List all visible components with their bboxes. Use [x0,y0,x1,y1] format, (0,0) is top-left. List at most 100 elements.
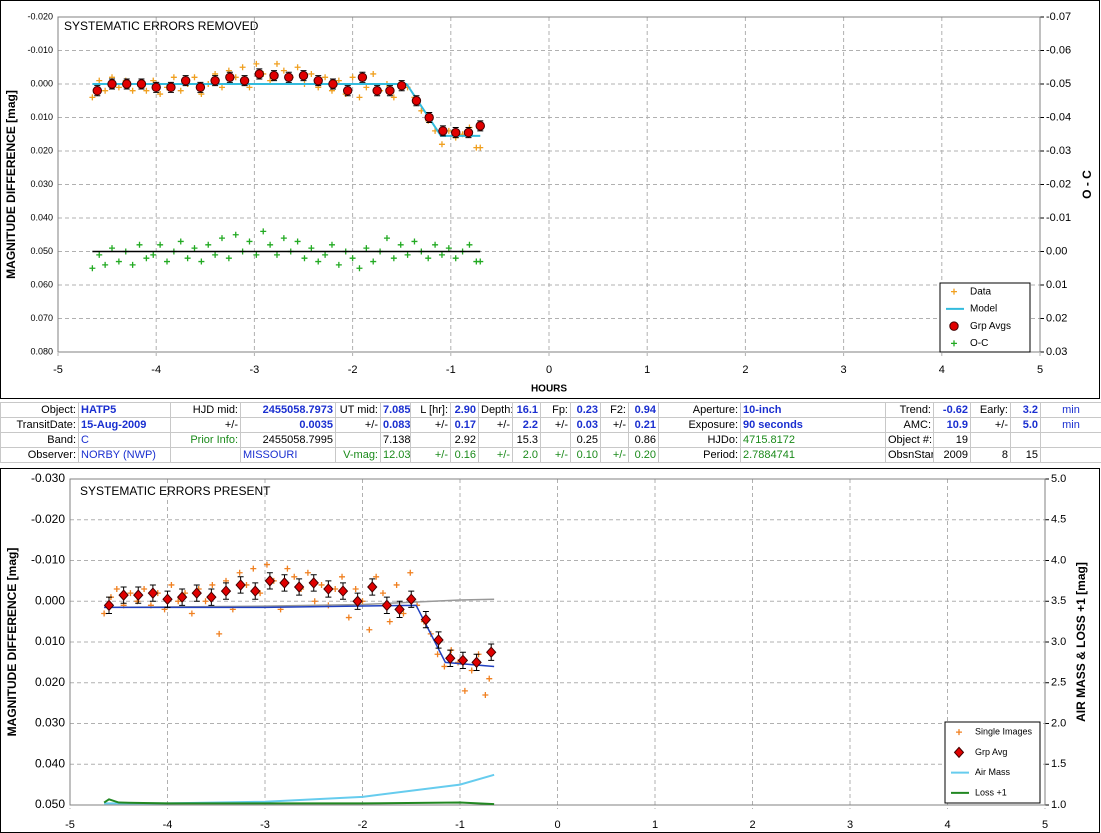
table-cell: F2: [600,402,629,418]
table-cell: 19 [933,432,971,448]
data-point [191,245,198,252]
table-cell: 7.085 [380,402,411,418]
data-point [254,69,265,79]
data-point [477,258,484,265]
table-cell: 0.16 [450,447,479,463]
legend-label: Model [970,304,997,315]
data-point [191,587,202,599]
table-cell: +/- [478,417,513,433]
data-point [370,258,377,265]
table-cell: Fp: [540,402,571,418]
data-point [246,84,253,91]
table-cell: V-mag: [335,447,381,463]
data-point [102,261,109,268]
data-point [386,618,393,625]
data-point [432,241,439,248]
data-point [393,581,400,588]
data-point [141,586,148,593]
x-tick-label: -4 [151,364,161,376]
table-cell: 2.2 [512,417,541,433]
table-row: TransitDate: 15-Aug-2009 +/- 0.0035 +/- 0.083… [0,417,1101,433]
data-point [322,251,329,258]
data-point [420,613,432,626]
table-cell: 2.0 [512,447,541,463]
data-point [349,74,356,81]
data-point [471,656,482,669]
data-point [363,84,370,91]
legend-label: Grp Avgs [970,321,1011,332]
y2-axis-label: O - C [1080,170,1094,199]
table-cell: +/- [335,417,381,433]
x-tick-label: 1 [652,819,658,831]
table-cell: 2009 [933,447,971,463]
x-tick-label: -1 [455,819,465,831]
table-cell: 0.20 [628,447,659,463]
data-point [445,245,452,252]
x-tick-label: 0 [554,819,560,831]
data-point [293,581,305,593]
table-cell [600,432,629,448]
y2-tick-label: 2.5 [1051,677,1066,689]
table-cell: 4715.8172 [740,432,886,448]
y-tick-label: 0.030 [30,179,53,189]
data-point [400,610,407,617]
data-point [323,583,334,595]
data-point [150,251,157,258]
data-point [461,687,468,694]
data-point [180,75,191,86]
y2-tick-label: -0.01 [1046,212,1071,224]
y-tick-label: 0.070 [30,313,53,323]
x-tick-label: 5 [1042,819,1048,831]
table-cell: C [78,432,171,448]
table-cell: Exposure: [658,417,741,433]
y-tick-label: 0.050 [35,797,65,811]
x-tick-label: -1 [446,364,456,376]
legend-swatch [953,746,965,759]
data-point [239,64,246,71]
table-cell: 10.9 [933,417,971,433]
data-point [267,241,274,248]
data-point [122,79,132,89]
data-point [103,599,115,612]
y2-tick-label: -0.02 [1046,178,1071,190]
x-tick-label: -3 [260,819,270,831]
data-point [370,70,377,77]
table-cell: 0.23 [570,402,601,418]
data-point [313,75,323,86]
data-point [342,86,353,96]
y2-tick-label: 4.0 [1051,554,1066,566]
table-cell: TransitDate: [0,417,79,433]
y2-tick-label: 1.5 [1051,758,1066,770]
y-axis-label: MAGNITUDE DIFFERENCE [mag] [4,90,18,279]
data-point [188,610,195,617]
data-point [366,626,373,633]
data-point [115,258,122,265]
data-point [175,598,182,605]
table-cell: 2.90 [450,402,479,418]
data-point [363,245,370,252]
table-cell: 3.2 [1010,402,1041,418]
y2-tick-label: 3.5 [1051,595,1066,607]
table-cell: 0.21 [628,417,659,433]
data-point [438,141,445,148]
data-point [279,577,290,589]
legend-label: O-C [970,338,988,349]
data-point [463,127,474,138]
data-point [273,60,280,67]
info-table: Object: HATP5 HJD mid: 2455058.7973 UT mid: 7… [0,402,1101,463]
data-point [298,70,309,81]
data-point [424,112,434,123]
data-point [218,84,225,91]
table-cell: Early: [970,402,1011,418]
data-point [136,79,147,89]
y2-axis-label: AIR MASS & LOSS +1 [mag] [1074,562,1088,722]
table-cell: +/- [410,447,451,463]
y-tick-label: 0.040 [35,756,65,770]
data-point [113,586,120,593]
table-cell [170,447,241,463]
y-tick-label: 0.080 [30,346,53,356]
table-row: Band: C Prior Info: 2455058.7995 7.138 2.92 15… [0,432,1101,448]
x-tick-label: -5 [65,819,75,831]
y-tick-label: -0.020 [31,512,65,526]
data-point [89,265,96,272]
